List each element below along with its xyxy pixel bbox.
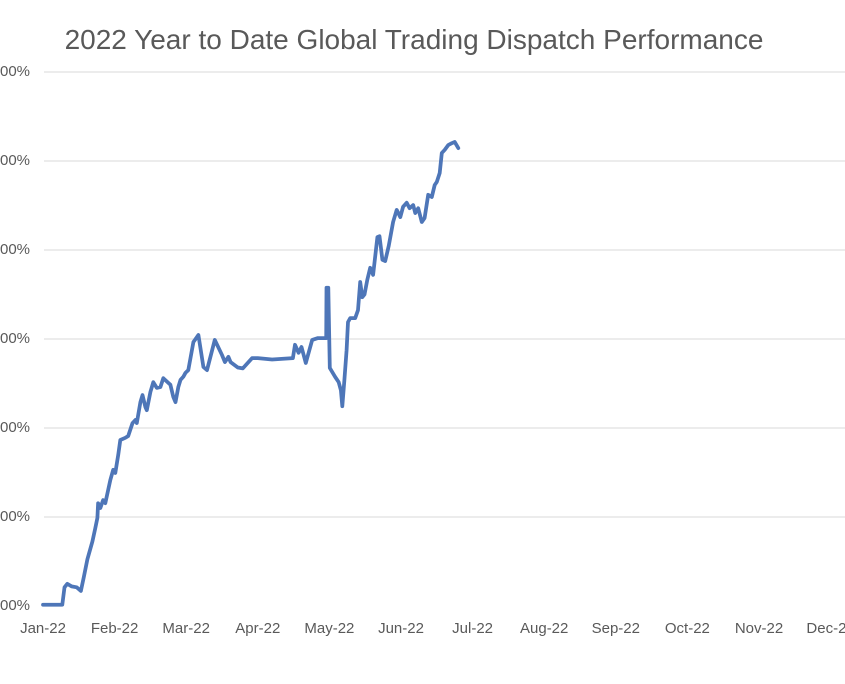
x-axis-tick-label: Jan-22	[20, 620, 66, 637]
y-axis-tick-label: 00%	[0, 330, 31, 347]
x-axis-tick-label: Oct-22	[664, 620, 710, 637]
x-axis-tick-label: Feb-22	[90, 620, 139, 637]
x-axis-tick-label: Jul-22	[452, 620, 494, 637]
x-axis-tick-label: Jun-22	[378, 620, 424, 637]
y-axis-tick-label: 00%	[0, 152, 31, 169]
x-axis-tick-label: Sep-22	[591, 620, 640, 637]
series-line	[41, 140, 461, 607]
y-axis-tick-label: 00%	[0, 597, 31, 614]
x-axis-tick-label: Apr-22	[235, 620, 281, 637]
y-axis-tick-label: 00%	[0, 241, 31, 258]
x-axis-tick-label: Nov-22	[734, 620, 784, 637]
x-axis-tick-label: May-22	[304, 620, 355, 637]
y-axis-tick-label: 00%	[0, 508, 31, 525]
x-axis-tick-label: Dec-22	[806, 620, 845, 637]
chart-title: 2022 Year to Date Global Trading Dispatc…	[64, 24, 764, 55]
y-axis-tick-label: 00%	[0, 419, 31, 436]
x-axis-tick-label: Mar-22	[162, 620, 210, 637]
y-axis-tick-label: 00%	[0, 63, 31, 80]
x-axis-tick-label: Aug-22	[520, 620, 569, 637]
